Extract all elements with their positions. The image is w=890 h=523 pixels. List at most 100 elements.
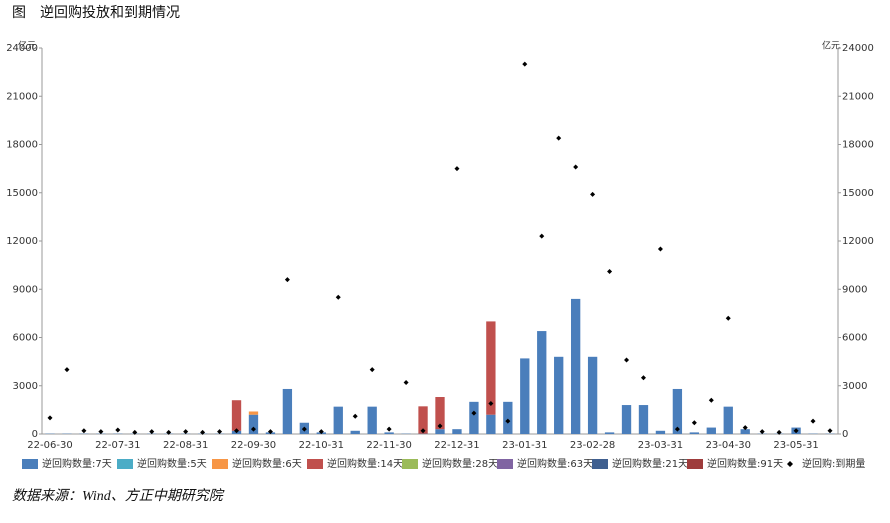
bar [656, 431, 665, 434]
maturity-point [760, 429, 765, 434]
x-tick-label: 23-03-31 [638, 440, 683, 451]
maturity-point [573, 165, 578, 170]
bar [503, 402, 512, 434]
legend-swatch [402, 459, 418, 469]
maturity-point [811, 419, 816, 424]
legend-swatch [687, 459, 703, 469]
y-tick-label: 9000 [13, 284, 38, 295]
legend-label: 逆回购数量:6天 [232, 457, 302, 470]
x-tick-label: 22-07-31 [95, 440, 140, 451]
maturity-point [353, 414, 358, 419]
y2-tick-label: 3000 [842, 381, 867, 392]
legend-label: 逆回购数量:21天 [612, 457, 688, 470]
maturity-point [64, 367, 69, 372]
bar [537, 331, 546, 434]
bar [384, 432, 393, 434]
maturity-point [607, 269, 612, 274]
bar [486, 415, 495, 434]
x-tick-label: 22-08-31 [163, 440, 208, 451]
x-tick-label: 22-09-30 [231, 440, 276, 451]
legend-label: 逆回购:到期量 [802, 457, 865, 470]
y-tick-label: 3000 [13, 381, 38, 392]
x-tick-label: 22-11-30 [366, 440, 411, 451]
y-tick-label: 0 [32, 429, 38, 440]
maturity-point [217, 429, 222, 434]
x-tick-label: 23-02-28 [570, 440, 615, 451]
y2-tick-label: 21000 [842, 91, 874, 102]
x-tick-label: 22-06-30 [27, 440, 72, 451]
legend-label: 逆回购数量:28天 [422, 457, 498, 470]
x-tick-label: 23-01-31 [502, 440, 547, 451]
bar [486, 321, 495, 414]
legend-swatch [22, 459, 38, 469]
bar [452, 429, 461, 434]
x-tick-label: 22-12-31 [434, 440, 479, 451]
bar [707, 428, 716, 434]
y-tick-label: 15000 [6, 188, 38, 199]
y-tick-label: 6000 [13, 333, 38, 344]
y-tick-label: 24000 [6, 43, 38, 54]
x-tick-label: 22-10-31 [299, 440, 344, 451]
y2-tick-label: 18000 [842, 140, 874, 151]
x-tick-label: 23-05-31 [773, 440, 818, 451]
maturity-point [556, 136, 561, 141]
y-tick-label: 18000 [6, 140, 38, 151]
y2-unit: 亿元 [822, 40, 840, 52]
bar [249, 411, 258, 414]
source-note: 数据来源：Wind、方正中期研究院 [12, 488, 225, 504]
maturity-point [336, 295, 341, 300]
maturity-point [370, 367, 375, 372]
y2-tick-label: 0 [842, 429, 848, 440]
maturity-point [726, 316, 731, 321]
bar [283, 389, 292, 434]
maturity-point [48, 415, 53, 420]
maturity-point [641, 375, 646, 380]
y-tick-label: 12000 [6, 236, 38, 247]
y2-tick-label: 6000 [842, 333, 867, 344]
bar [232, 400, 241, 431]
x-tick-label: 23-04-30 [706, 440, 751, 451]
maturity-point [183, 429, 188, 434]
maturity-point [709, 398, 714, 403]
maturity-point [98, 429, 103, 434]
bar [588, 357, 597, 434]
y2-tick-label: 15000 [842, 188, 874, 199]
maturity-point [539, 234, 544, 239]
bar [690, 432, 699, 434]
bar [520, 358, 529, 434]
bar [571, 299, 580, 434]
legend-swatch [212, 459, 228, 469]
legend-swatch [497, 459, 513, 469]
legend-label: 逆回购数量:91天 [707, 457, 783, 470]
y2-tick-label: 24000 [842, 43, 874, 54]
bar [554, 357, 563, 434]
bar [368, 407, 377, 434]
bar [351, 431, 360, 434]
maturity-point [590, 192, 595, 197]
maturity-point [692, 420, 697, 425]
maturity-point [387, 427, 392, 432]
maturity-point [81, 428, 86, 433]
maturity-point [454, 166, 459, 171]
maturity-point [658, 247, 663, 252]
legend-label: 逆回购数量:63天 [517, 457, 593, 470]
maturity-point [115, 427, 120, 432]
legend-swatch [117, 459, 133, 469]
maturity-point [285, 277, 290, 282]
legend-label: 逆回购数量:5天 [137, 457, 207, 470]
legend-marker [787, 461, 793, 467]
legend-label: 逆回购数量:14天 [327, 457, 403, 470]
y2-tick-label: 12000 [842, 236, 874, 247]
legend-label: 逆回购数量:7天 [42, 457, 112, 470]
chart-title: 图 逆回购投放和到期情况 [12, 5, 180, 21]
maturity-point [828, 428, 833, 433]
bar [605, 432, 614, 434]
legend-swatch [592, 459, 608, 469]
maturity-point [404, 380, 409, 385]
bar [622, 405, 631, 434]
bar [435, 429, 444, 434]
bar [469, 402, 478, 434]
y2-tick-label: 9000 [842, 284, 867, 295]
maturity-point [522, 62, 527, 67]
